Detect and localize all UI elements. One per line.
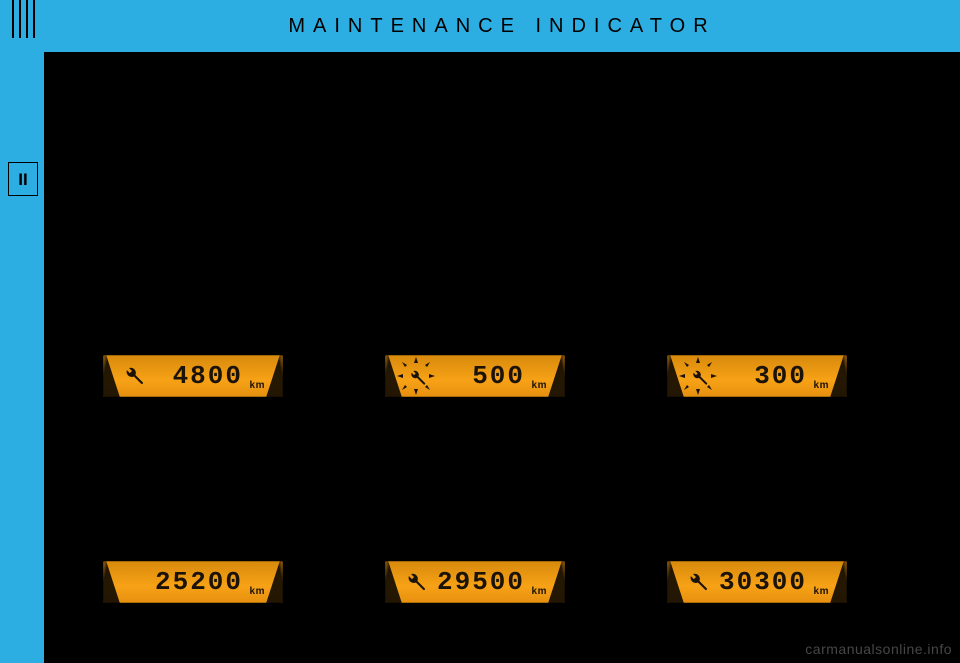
chapter-number: II [8,162,38,196]
lcd-unit: km [250,380,265,391]
lcd-unit: km [250,586,265,597]
lcd-value: 4800 [173,355,243,397]
lcd-value: 30300 [719,561,807,603]
lcd-odometer: 25200 km [103,561,283,603]
title-bar: MAINTENANCE INDICATOR [44,0,960,52]
lcd-value: 25200 [155,561,243,603]
spanner-icon [121,364,145,388]
lcd-value: 500 [472,355,525,397]
spanner-icon [403,570,427,594]
watermark: carmanualsonline.info [805,641,952,657]
lcd-value: 300 [754,355,807,397]
lcd-odometer-with-spanner: 29500 km [385,561,565,603]
lcd-service-due-soon: 500 km [385,355,565,397]
spanner-flashing-icon [677,355,719,397]
left-spine: II [0,0,44,663]
spine-stripe [12,0,14,38]
lcd-unit: km [532,380,547,391]
spine-stripe [19,0,21,38]
lcd-service-overdue: 300 km [667,355,847,397]
lcd-odometer-with-spanner: 30300 km [667,561,847,603]
lcd-unit: km [814,586,829,597]
spanner-flashing-icon [395,355,437,397]
spine-stripe [26,0,28,38]
lcd-distance-remaining: 4800 km [103,355,283,397]
spanner-icon [685,570,709,594]
spine-stripe [33,0,35,38]
lcd-value: 29500 [437,561,525,603]
page-title: MAINTENANCE INDICATOR [44,0,960,52]
lcd-unit: km [814,380,829,391]
lcd-unit: km [532,586,547,597]
